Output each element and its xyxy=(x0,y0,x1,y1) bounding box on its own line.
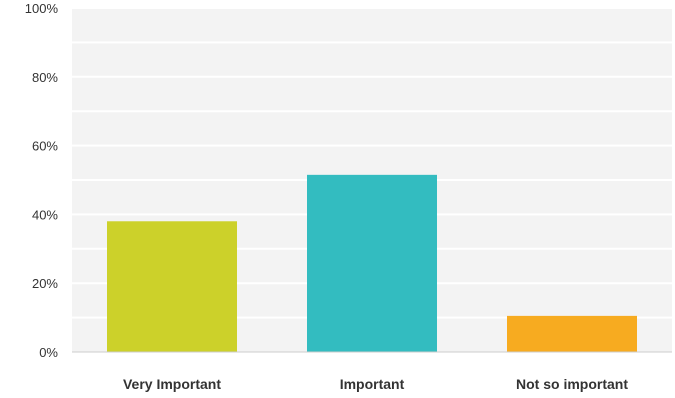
x-category-label: Very Important xyxy=(123,376,221,392)
bar-important xyxy=(307,174,437,352)
y-tick-label: 0% xyxy=(39,345,58,360)
y-tick-label: 60% xyxy=(32,139,58,154)
y-axis-ticks: 0% 20% 40% 60% 80% 100% xyxy=(25,1,59,360)
y-tick-label: 40% xyxy=(32,207,58,222)
x-category-label: Not so important xyxy=(516,376,628,392)
y-tick-label: 80% xyxy=(32,70,58,85)
y-tick-label: 100% xyxy=(25,1,59,16)
bar-not-so-important xyxy=(507,315,637,352)
y-tick-label: 20% xyxy=(32,276,58,291)
bar-very-important xyxy=(107,221,237,352)
x-category-label: Important xyxy=(340,376,405,392)
bars xyxy=(107,174,637,352)
x-axis-labels: Very Important Important Not so important xyxy=(123,376,628,392)
